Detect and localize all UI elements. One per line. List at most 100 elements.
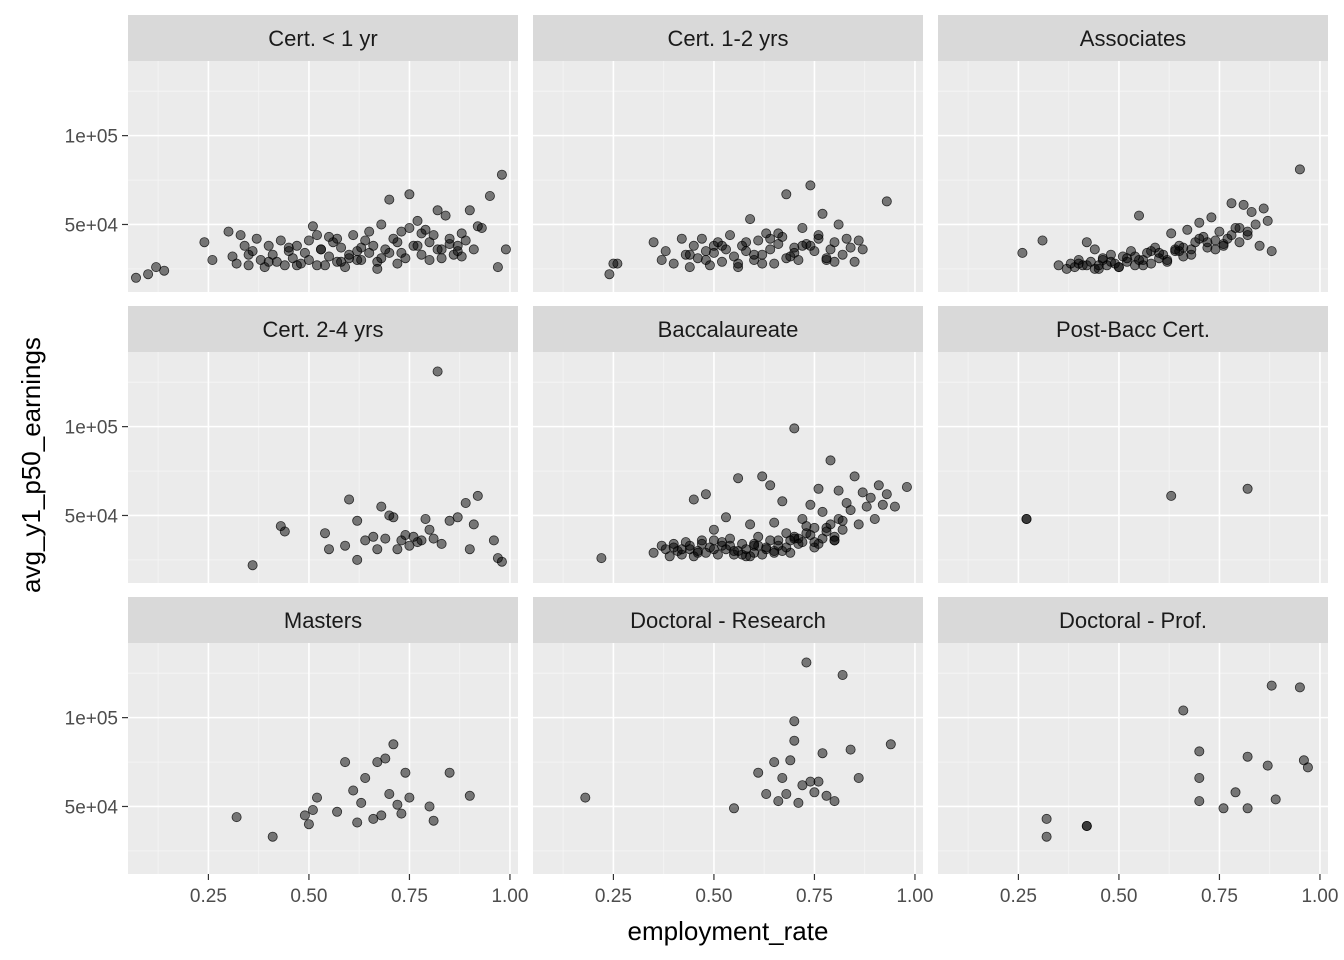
data-point [700, 489, 711, 500]
data-point [1234, 222, 1245, 233]
data-point [853, 235, 864, 246]
panel-background [938, 352, 1328, 583]
data-point [668, 542, 679, 553]
data-point [881, 196, 892, 207]
data-point [372, 544, 383, 555]
data-point [368, 240, 379, 251]
data-point [821, 254, 832, 265]
data-point [472, 221, 483, 232]
points [596, 423, 912, 564]
data-point [323, 544, 334, 555]
data-point [853, 519, 864, 530]
data-point [1238, 199, 1249, 210]
data-point [368, 531, 379, 542]
data-point [753, 767, 764, 778]
facet-strip-label: Associates [1080, 26, 1186, 51]
data-point [717, 256, 728, 267]
facet-strip-label: Cert. < 1 yr [268, 26, 377, 51]
data-point [432, 366, 443, 377]
data-point [151, 262, 162, 273]
data-point [765, 480, 776, 491]
points [604, 180, 892, 280]
data-point [392, 237, 403, 248]
x-tick-label: 0.75 [796, 886, 833, 907]
data-point [303, 254, 314, 265]
data-point [468, 519, 479, 530]
data-point [1021, 514, 1032, 525]
data-point [849, 471, 860, 482]
data-point [1262, 760, 1273, 771]
data-point [1214, 226, 1225, 237]
data-point [299, 810, 310, 821]
data-point [384, 247, 395, 258]
data-point [207, 254, 218, 265]
data-point [436, 538, 447, 549]
data-point [1242, 483, 1253, 494]
data-point [737, 549, 748, 560]
facet-strip [128, 597, 518, 643]
data-point [484, 190, 495, 201]
points [231, 739, 475, 842]
data-point [684, 262, 695, 273]
data-point [813, 483, 824, 494]
data-point [143, 269, 154, 280]
data-point [352, 515, 363, 526]
x-tick-label: 0.25 [190, 886, 227, 907]
data-point [432, 205, 443, 216]
data-point [404, 540, 415, 551]
data-point [696, 233, 707, 244]
data-point [1226, 198, 1237, 209]
x-tick-label: 0.75 [391, 886, 428, 907]
data-point [311, 230, 322, 241]
gridlines [938, 643, 1328, 874]
data-point [223, 226, 234, 237]
data-point [348, 785, 359, 796]
x-tick-label: 0.75 [1201, 886, 1238, 907]
data-point [793, 797, 804, 808]
data-point [396, 808, 407, 819]
data-point [761, 789, 772, 800]
x-tick-label: 0.50 [695, 886, 732, 907]
data-point [452, 246, 463, 257]
facet-masters: Masters [128, 597, 518, 874]
data-point [817, 533, 828, 544]
data-point [829, 796, 840, 807]
data-point [1093, 260, 1104, 271]
data-point [1234, 237, 1245, 248]
data-point [392, 799, 403, 810]
facet-strip [533, 15, 923, 61]
data-point [700, 254, 711, 265]
data-point [688, 240, 699, 251]
data-point [199, 237, 210, 248]
data-point [769, 517, 780, 528]
data-point [725, 230, 736, 241]
facet-strip-label: Post-Bacc Cert. [1056, 317, 1210, 342]
data-point [857, 244, 868, 255]
facet-strip [128, 306, 518, 352]
data-point [356, 254, 367, 265]
data-point [837, 524, 848, 535]
gridlines [533, 352, 923, 583]
data-point [1174, 246, 1185, 257]
data-point [769, 547, 780, 558]
data-point [1146, 258, 1157, 269]
gridlines [128, 61, 518, 292]
data-point [464, 205, 475, 216]
data-point [279, 526, 290, 537]
data-point [364, 226, 375, 237]
data-point [444, 767, 455, 778]
data-point [1202, 237, 1213, 248]
data-point [676, 544, 687, 555]
data-point [729, 803, 740, 814]
facet-strip-label: Doctoral - Prof. [1059, 608, 1207, 633]
data-point [873, 480, 884, 491]
data-point [428, 533, 439, 544]
facet-strip-label: Cert. 2-4 yrs [262, 317, 383, 342]
data-point [231, 812, 242, 823]
data-point [1218, 240, 1229, 251]
data-point [845, 505, 856, 516]
data-point [781, 789, 792, 800]
axes: 5e+04 1e+05 5e+04 1e+05 5e+04 1e+05 0.25 0.50 0.… [65, 127, 1339, 907]
facet-strip-label: Baccalaureate [658, 317, 799, 342]
data-point [424, 254, 435, 265]
